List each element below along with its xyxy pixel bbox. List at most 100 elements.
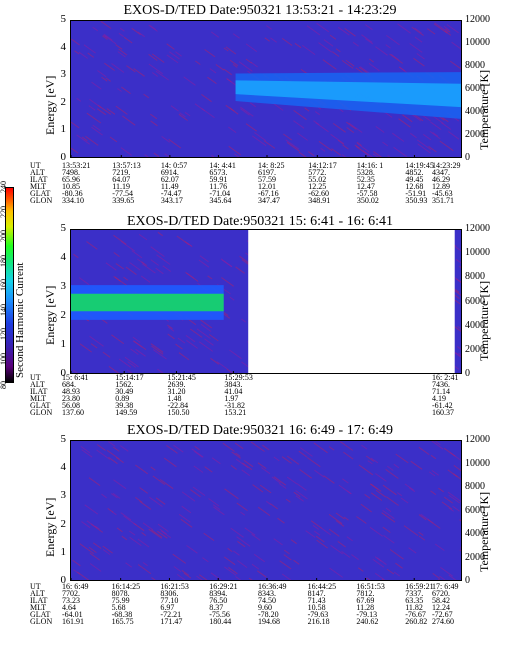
info-value: -31.82 [224,401,246,410]
noise-mark [81,521,91,529]
noise-mark [183,572,192,579]
noise-mark [432,131,439,137]
noise-mark [293,491,301,498]
y-tick-label: 1 [60,123,67,136]
noise-mark [366,577,371,580]
info-column: 16:44:25 8147. 71.43 10.58 -79.63 216.18 [307,582,337,626]
noise-mark [89,552,100,561]
info-value: 14:23:29 [432,161,461,170]
noise-mark [448,131,460,140]
info-value: 8343. [258,589,276,598]
noise-mark [443,496,453,504]
noise-mark [178,113,188,121]
noise-mark [199,341,214,352]
noise-mark [417,143,431,154]
info-value: 11.76 [209,182,228,191]
noise-mark [285,498,291,503]
info-row-label: UT [30,582,41,591]
noise-mark [108,456,118,465]
noise-mark [135,348,146,357]
noise-mark [159,528,168,535]
noise-mark [208,498,220,507]
info-value: 58.42 [432,596,450,605]
info-value: 6197. [258,168,276,177]
spectrogram-plot [70,20,462,158]
info-value: -79.63 [307,610,329,619]
noise-mark [362,150,373,157]
noise-mark [204,49,216,58]
noise-mark [207,76,217,85]
noise-mark [153,152,160,157]
info-value: 160.37 [432,408,454,417]
info-value: 75.99 [111,596,130,605]
noise-mark [302,44,316,56]
info-value: 3843. [224,380,243,389]
noise-mark [113,234,127,245]
noise-mark [227,547,233,553]
noise-mark [148,53,158,61]
noise-mark [434,22,449,33]
noise-mark [96,444,106,451]
noise-mark [151,577,156,580]
info-value: 7812. [356,589,375,598]
noise-mark [190,489,201,498]
y-tick-label: 0 [60,574,67,586]
info-value: 41.04 [224,387,243,396]
noise-mark [72,369,79,373]
noise-mark [390,53,400,61]
noise-mark [445,28,451,33]
noise-mark [249,102,256,108]
noise-mark [343,451,354,460]
noise-mark [200,323,212,332]
noise-mark [108,365,120,373]
noise-mark [240,106,254,117]
noise-mark [410,132,417,139]
info-labels: UT ALT ILAT MLT GLAT GLON [30,374,52,417]
noise-mark [89,335,104,347]
info-column: 14: 0:57 6914. 62.07 11.49 -74.47 343.17 [161,162,187,205]
info-value: 14:12:17 [308,161,337,170]
noise-mark [224,566,237,576]
noise-mark [120,240,136,252]
noise-mark [130,348,139,355]
noise-mark [126,65,136,73]
noise-mark [231,451,241,459]
noise-mark [411,26,424,36]
info-value: 67.69 [356,596,375,605]
noise-mark [429,471,436,477]
noise-mark [170,105,179,112]
info-value: 14:16: 1 [356,161,384,170]
y2-tick-label: 6000 [465,504,485,516]
info-value: 16:21:53 [160,582,189,591]
noise-mark [175,51,182,57]
noise-mark [216,361,228,370]
noise-mark [79,343,92,353]
noise-mark [330,544,343,555]
noise-mark [441,501,453,510]
noise-mark [210,31,220,38]
info-value: 8.37 [209,603,224,612]
noise-mark [115,263,124,270]
y2-tick-label: 2000 [465,343,485,355]
noise-mark [167,333,175,340]
noise-mark [236,502,248,512]
info-row-label: MLT [30,182,47,191]
info-column: 16:51:53 7812. 67.69 11.28 -79.13 240.62 [356,583,384,626]
info-value: 16:44:25 [307,582,337,591]
noise-mark [81,136,88,142]
noise-mark [139,500,152,510]
noise-mark [194,445,200,451]
noise-mark [192,486,206,497]
noise-mark [283,554,292,561]
noise-mark [251,563,260,570]
info-value: -78.20 [258,610,279,619]
noise-mark [120,512,132,521]
noise-mark [385,507,392,513]
noise-mark [181,569,190,576]
noise-mark [374,556,382,562]
noise-mark [90,343,98,349]
info-value: -75.56 [209,610,230,619]
noise-mark [396,492,403,497]
info-value: 10.85 [62,182,80,191]
noise-mark [184,111,191,117]
